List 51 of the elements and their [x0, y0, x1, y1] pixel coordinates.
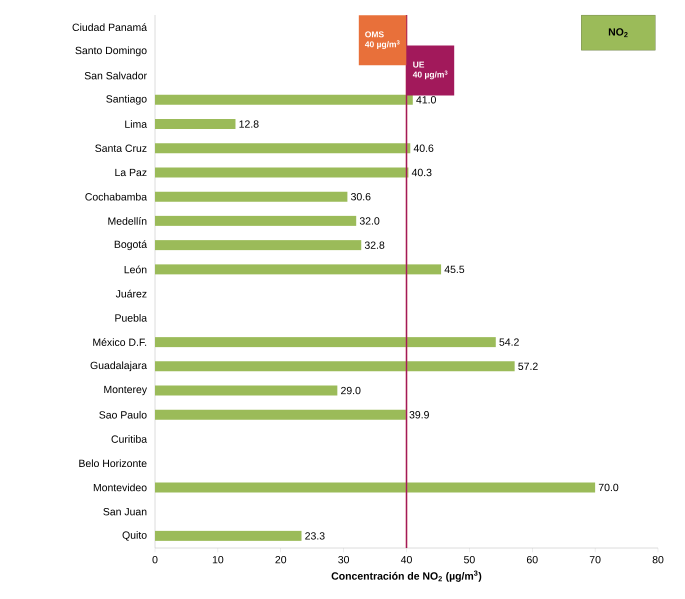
y-tick-label: Guadalajara [90, 361, 148, 372]
data-label: 12.8 [239, 120, 259, 128]
data-label: 39.9 [409, 411, 429, 418]
data-label: 30.6 [350, 193, 370, 200]
x-tick-label: 0 [152, 556, 158, 564]
y-tick-label: Puebla [115, 314, 148, 322]
text: NO$_{2}$ [608, 28, 628, 38]
x-tick-label: 10 [212, 556, 224, 564]
y-tick-label: Montevideo [94, 484, 147, 492]
x-tick-label: 80 [652, 556, 664, 564]
data-label: 32.8 [364, 241, 384, 249]
y-tick-label: San Juan [103, 508, 146, 516]
y-tick-label: Belo Horizonte [79, 459, 147, 468]
y-tick-label: Santiago [106, 94, 147, 105]
y-tick-label: León [124, 265, 146, 274]
y-tick-label: Curitiba [112, 435, 148, 443]
ref-line-label: OMS [365, 31, 384, 38]
y-tick-label: Lima [125, 120, 148, 128]
annotation: 40 µg/m$^{3}$ [364, 40, 400, 50]
y-tick-label: México D.F. [93, 338, 146, 346]
y-tick-label: Cochabamba [85, 192, 148, 201]
y-tick-label: Medellín [108, 217, 146, 225]
y-tick-label: Santo Domingo [75, 46, 147, 56]
y-tick-label: Monterey [104, 386, 148, 396]
y-tick-label: Santa Cruz [95, 144, 147, 152]
y-tick-label: Juárez [116, 290, 147, 298]
x-axis-title: Concentración de NO$_{2}$ (µg/m$^{3}$) [332, 570, 482, 582]
data-label: 70.0 [598, 484, 618, 492]
ref-line-label: UE [413, 62, 424, 68]
y-tick-label: Bogotá [114, 240, 148, 250]
data-label: 57.2 [518, 362, 538, 370]
data-label: 23.3 [305, 532, 325, 540]
data-label: 54.2 [499, 338, 519, 346]
y-tick-label: San Salvador [84, 72, 147, 80]
y-tick-label: Quito [122, 531, 147, 541]
y-tick-label: Ciudad Panamá [72, 23, 148, 32]
data-label: 40.6 [414, 144, 434, 152]
data-label: 29.0 [341, 386, 360, 394]
data-label: 41.0 [416, 96, 436, 104]
data-label: 40.3 [412, 168, 432, 176]
y-tick-label: Sao Paulo [99, 410, 147, 419]
data-label: 45.5 [444, 266, 464, 274]
annotation: 40 µg/m$^{3}$ [412, 70, 448, 80]
x-tick-label: 70 [590, 556, 601, 564]
x-tick-label: 50 [464, 556, 475, 564]
x-tick-label: 40 [400, 556, 412, 564]
x-tick-label: 30 [338, 556, 350, 564]
x-tick-label: 20 [275, 556, 286, 564]
data-label: 32.0 [360, 217, 380, 225]
x-tick-label: 60 [526, 556, 538, 564]
y-tick-label: La Paz [115, 168, 147, 176]
